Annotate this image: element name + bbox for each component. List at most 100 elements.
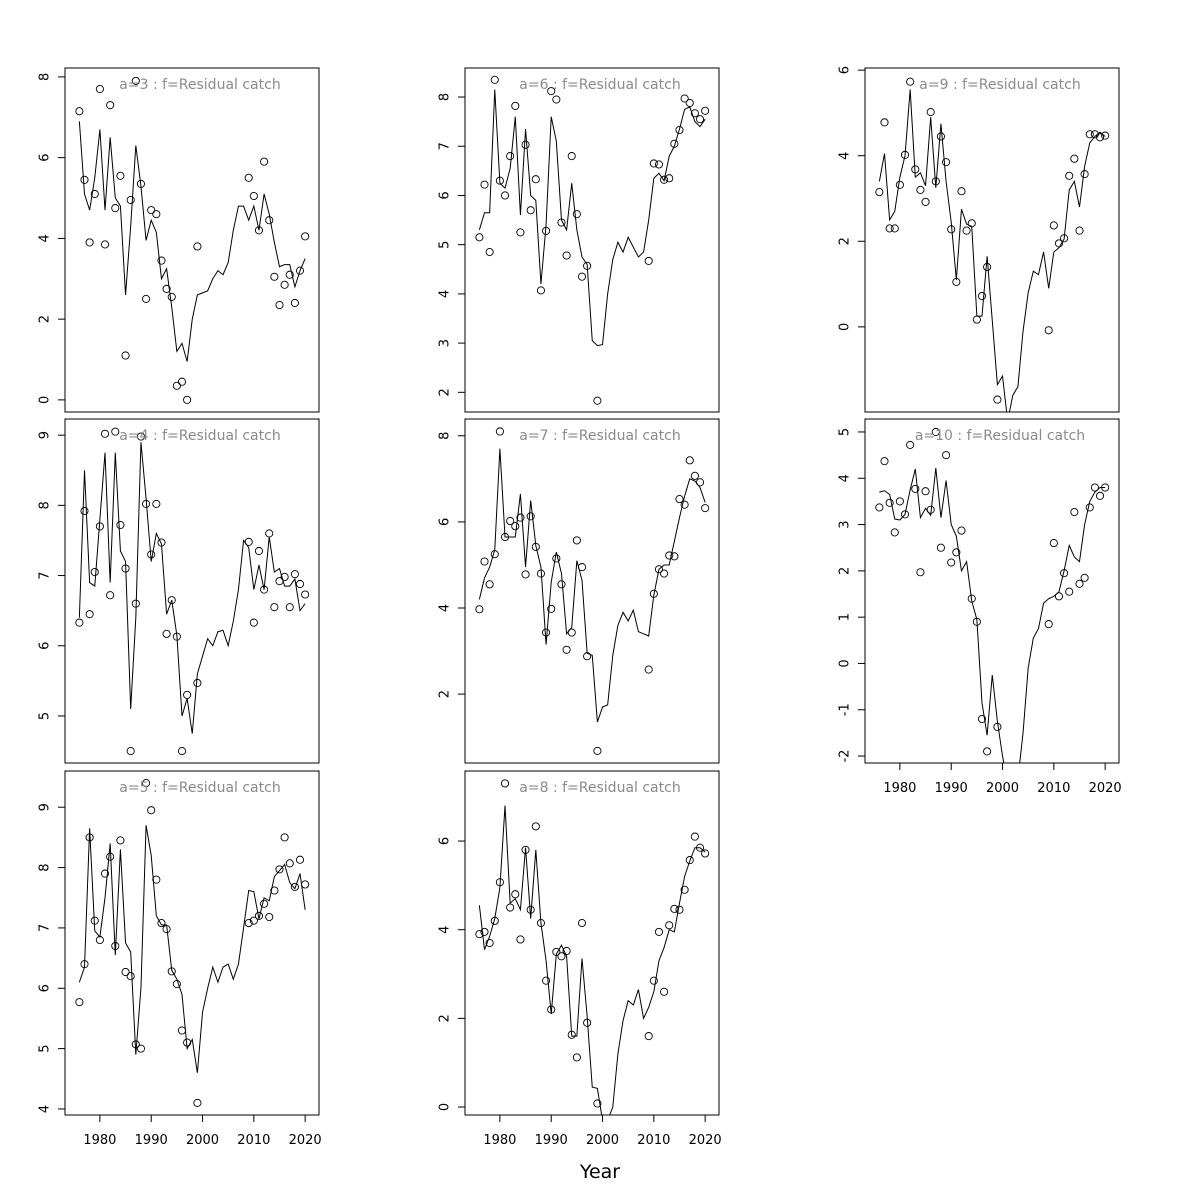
observed-point bbox=[521, 845, 530, 854]
observed-point bbox=[542, 628, 551, 637]
y-tick-label: 6 bbox=[38, 984, 53, 992]
y-tick-label: 4 bbox=[38, 234, 53, 242]
observed-point bbox=[531, 542, 540, 551]
y-tick-label: 2 bbox=[838, 567, 853, 575]
observed-point bbox=[95, 84, 104, 94]
observed-point bbox=[511, 890, 520, 899]
panel: 5 6 7 8 9 a=4 : f=Residual catch bbox=[38, 418, 320, 764]
observed-point bbox=[701, 849, 710, 858]
observed-point bbox=[680, 500, 689, 509]
observed-point bbox=[136, 179, 145, 188]
observed-point bbox=[290, 570, 299, 579]
observed-point bbox=[921, 487, 930, 496]
observed-point bbox=[295, 855, 305, 864]
observed-point bbox=[516, 228, 525, 237]
y-tick-label: 0 bbox=[38, 396, 53, 404]
observed-point bbox=[593, 1099, 602, 1108]
observed-point bbox=[495, 878, 504, 887]
observed-point bbox=[475, 233, 484, 242]
observed-point bbox=[536, 569, 545, 578]
fit-line bbox=[78, 825, 306, 1073]
observed-point bbox=[993, 395, 1002, 404]
observed-point bbox=[577, 563, 587, 572]
observed-point bbox=[75, 618, 84, 627]
observed-point bbox=[675, 495, 684, 504]
observed-point bbox=[526, 905, 535, 914]
panel-title: a=3 : f=Residual catch bbox=[119, 77, 280, 93]
observed-point bbox=[926, 108, 935, 117]
observed-point bbox=[244, 537, 253, 546]
observed-point bbox=[916, 568, 925, 577]
observed-point bbox=[301, 880, 310, 889]
fit-line bbox=[878, 89, 1106, 412]
panel-frame bbox=[464, 418, 720, 764]
panel-frame bbox=[64, 67, 320, 413]
observed-point bbox=[270, 886, 279, 895]
panel: 0 2 4 6 1980 1990 2000 2010 2020 a=8 : f=Residual… bbox=[438, 770, 722, 1148]
observed-point bbox=[172, 979, 181, 989]
panel-frame bbox=[864, 418, 1120, 764]
y-tick-label: 2 bbox=[438, 1014, 453, 1022]
observed-point bbox=[85, 833, 94, 842]
panel-title: a=7 : f=Residual catch bbox=[519, 428, 680, 444]
observed-point bbox=[680, 94, 689, 103]
observed-point bbox=[562, 946, 571, 956]
observed-point bbox=[911, 484, 920, 493]
y-tick-label: 7 bbox=[38, 924, 53, 932]
observed-point bbox=[126, 972, 135, 981]
panel-title: a=6 : f=Residual catch bbox=[519, 77, 680, 93]
y-tick-label: -2 bbox=[838, 750, 853, 763]
observed-point bbox=[506, 516, 515, 526]
observed-point bbox=[147, 550, 156, 559]
panel: 0 2 4 6 8 a=3 : f=Residual catch bbox=[38, 67, 320, 413]
observed-point bbox=[275, 577, 284, 586]
observed-point bbox=[121, 351, 130, 360]
observed-point bbox=[500, 532, 510, 542]
observed-point bbox=[116, 836, 125, 845]
panel: 2 4 6 8 a=7 : f=Residual catch bbox=[438, 418, 720, 764]
observed-point bbox=[193, 678, 202, 688]
observed-point bbox=[157, 256, 166, 265]
x-tick-label: 1980 bbox=[883, 781, 916, 796]
y-tick-label: 4 bbox=[438, 290, 453, 298]
observed-point bbox=[480, 557, 489, 566]
observed-point bbox=[100, 429, 110, 438]
y-tick-label: 9 bbox=[38, 803, 53, 811]
observed-point bbox=[583, 652, 592, 661]
observed-point bbox=[1101, 483, 1110, 492]
observed-point bbox=[285, 603, 294, 612]
y-tick-label: 0 bbox=[438, 1103, 453, 1111]
observed-point bbox=[900, 150, 910, 159]
observed-point bbox=[931, 427, 940, 437]
y-tick-label: 2 bbox=[838, 237, 853, 245]
fit-line bbox=[879, 468, 1106, 763]
observed-point bbox=[1080, 573, 1089, 582]
y-tick-label: 5 bbox=[438, 241, 453, 249]
observed-point bbox=[552, 947, 561, 956]
observed-point bbox=[142, 499, 151, 508]
observed-point bbox=[880, 457, 889, 466]
observed-point bbox=[670, 904, 679, 913]
observed-point bbox=[126, 195, 135, 205]
observed-point bbox=[531, 822, 540, 831]
observed-point bbox=[152, 875, 161, 884]
observed-point bbox=[506, 152, 515, 161]
y-tick-label: 3 bbox=[438, 339, 453, 347]
observed-point bbox=[567, 1030, 576, 1039]
observed-point bbox=[116, 171, 125, 180]
observed-point bbox=[701, 106, 710, 115]
x-tick-label: 2000 bbox=[986, 781, 1019, 796]
observed-point bbox=[157, 538, 166, 547]
observed-point bbox=[547, 1005, 556, 1014]
observed-point bbox=[547, 87, 556, 96]
y-tick-label: 3 bbox=[838, 520, 853, 528]
observed-point bbox=[685, 456, 694, 465]
observed-point bbox=[701, 504, 710, 513]
observed-point bbox=[1095, 491, 1105, 500]
observed-point bbox=[244, 919, 253, 928]
y-tick-label: 6 bbox=[438, 518, 453, 526]
observed-point bbox=[526, 512, 535, 521]
y-tick-label: 9 bbox=[38, 431, 53, 439]
fit-line bbox=[78, 121, 306, 362]
